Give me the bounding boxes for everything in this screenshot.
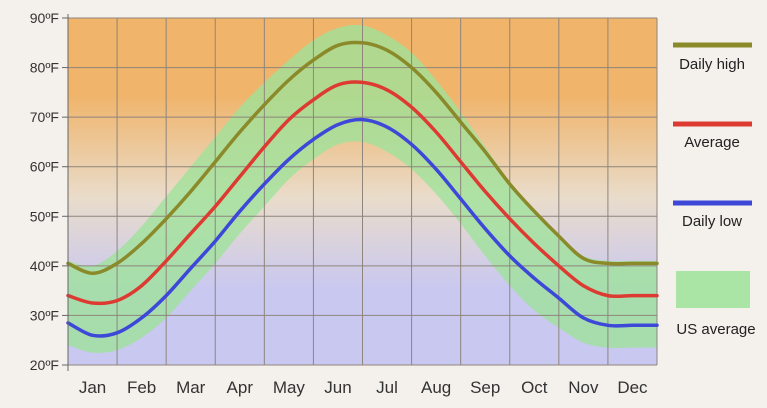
x-tick-label-jun: Jun (324, 378, 351, 397)
x-tick-label-apr: Apr (227, 378, 254, 397)
x-tick-label-jan: Jan (79, 378, 106, 397)
x-tick-label-oct: Oct (521, 378, 548, 397)
legend-label-daily-low: Daily low (682, 213, 742, 230)
legend-label-us-average: US average (676, 321, 755, 338)
x-tick-label-may: May (273, 378, 306, 397)
legend: Daily high Average Daily low US average (673, 42, 756, 338)
x-tick-label-jul: Jul (376, 378, 398, 397)
x-tick-label-sep: Sep (470, 378, 500, 397)
y-tick-label-40: 40ºF (30, 258, 59, 274)
y-tick-label-90: 90ºF (30, 10, 59, 26)
series-line-average (66, 80, 659, 306)
legend-label-daily-high: Daily high (679, 56, 745, 73)
y-tick-label-30: 30ºF (30, 307, 59, 323)
x-tick-label-mar: Mar (176, 378, 206, 397)
x-tick-label-feb: Feb (127, 378, 156, 397)
x-tick-label-dec: Dec (617, 378, 648, 397)
axes: 20ºF 30ºF 40ºF 50ºF 60ºF 70ºF 80ºF 90ºF Jan Feb Ma… (30, 10, 648, 397)
y-tick-label-50: 50ºF (30, 208, 59, 224)
y-tick-label-60: 60ºF (30, 159, 59, 175)
x-tick-label-aug: Aug (421, 378, 451, 397)
y-tick-label-20: 20ºF (30, 357, 59, 373)
y-tick-label-80: 80ºF (30, 60, 59, 76)
legend-label-average: Average (684, 134, 740, 151)
series-line-daily-high (66, 40, 659, 276)
legend-swatch-us-average (676, 271, 750, 308)
x-tick-label-nov: Nov (568, 378, 599, 397)
series-lines (66, 40, 659, 338)
grid-lines (67, 17, 658, 366)
series-line-daily-low (66, 117, 659, 338)
y-tick-label-70: 70ºF (30, 109, 59, 125)
